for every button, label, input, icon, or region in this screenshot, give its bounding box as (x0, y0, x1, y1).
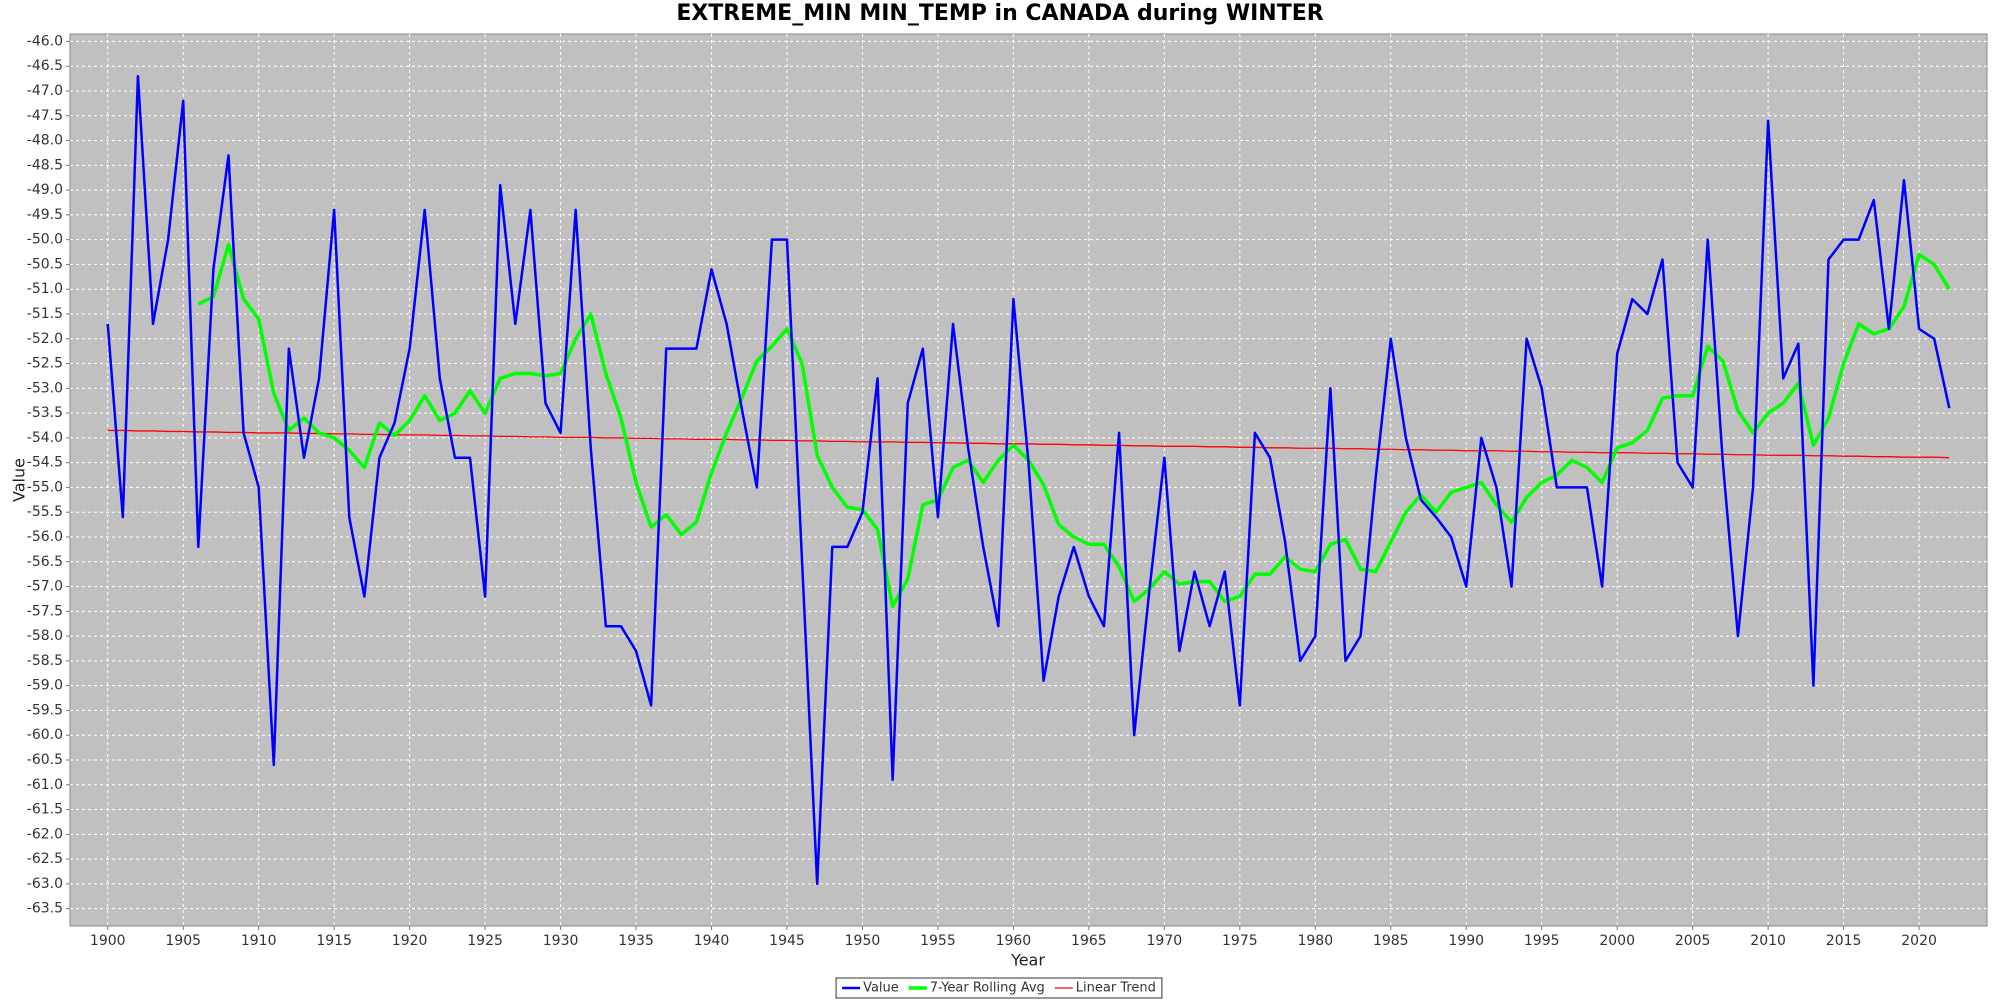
y-tick-label: -51.5 (27, 306, 63, 322)
x-tick-label: 2010 (1750, 933, 1786, 949)
y-tick-label: -58.0 (27, 628, 63, 644)
x-tick-label: 1905 (165, 933, 201, 949)
x-tick-label: 1970 (1147, 933, 1183, 949)
y-tick-label: -53.5 (27, 405, 63, 421)
y-tick-label: -51.0 (27, 281, 63, 297)
y-tick-label: -63.5 (27, 901, 63, 917)
legend-label: Linear Trend (1076, 981, 1156, 996)
y-tick-label: -57.5 (27, 603, 63, 619)
y-tick-label: -62.0 (27, 826, 63, 842)
x-tick-label: 1965 (1071, 933, 1107, 949)
x-tick-label: 1975 (1222, 933, 1258, 949)
x-tick-label: 1920 (392, 933, 428, 949)
y-tick-label: -57.0 (27, 579, 63, 595)
x-tick-label: 1995 (1524, 933, 1560, 949)
y-tick-label: -52.5 (27, 356, 63, 372)
y-tick-label: -54.5 (27, 455, 63, 471)
y-tick-label: -55.5 (27, 504, 63, 520)
x-tick-label: 1985 (1373, 933, 1409, 949)
y-tick-label: -47.0 (27, 83, 63, 99)
y-tick-label: -62.5 (27, 851, 63, 867)
legend-label: 7-Year Rolling Avg (930, 981, 1045, 996)
x-tick-label: 1950 (845, 933, 881, 949)
y-tick-label: -59.0 (27, 678, 63, 694)
chart-title: EXTREME_MIN MIN_TEMP in CANADA during WI… (676, 1, 1323, 26)
x-tick-label: 1940 (694, 933, 730, 949)
x-tick-label: 1930 (543, 933, 579, 949)
y-tick-label: -56.5 (27, 554, 63, 570)
x-tick-label: 1900 (90, 933, 126, 949)
x-tick-label: 1980 (1297, 933, 1333, 949)
y-tick-label: -61.5 (27, 802, 63, 818)
y-tick-label: -52.0 (27, 331, 63, 347)
series-line (106, 74, 1951, 886)
legend: Value 7-Year Rolling Avg Linear Trend (835, 977, 1163, 999)
y-tick-label: -60.5 (27, 752, 63, 768)
y-tick-label: -58.5 (27, 653, 63, 669)
x-tick-label: 1945 (769, 933, 805, 949)
x-tick-label: 2005 (1675, 933, 1711, 949)
y-tick-label: -59.5 (27, 702, 63, 718)
y-tick-label: -60.0 (27, 727, 63, 743)
legend-box (835, 977, 1163, 999)
x-tick-label: 1935 (618, 933, 654, 949)
x-tick-label: 2015 (1826, 933, 1862, 949)
x-tick-label: 1990 (1448, 933, 1484, 949)
x-tick-label: 1960 (996, 933, 1032, 949)
y-tick-label: -61.0 (27, 777, 63, 793)
y-axis-title: Value (10, 458, 29, 502)
x-tick-label: 2000 (1599, 933, 1635, 949)
series-line (197, 242, 1951, 609)
y-tick-label: -63.0 (27, 876, 63, 892)
x-axis-title: Year (1010, 951, 1045, 970)
y-tick-label: -49.0 (27, 182, 63, 198)
x-tick-label: 1915 (316, 933, 352, 949)
y-tick-label: -53.0 (27, 380, 63, 396)
x-tick-label: 2020 (1901, 933, 1937, 949)
legend-label: Value (863, 981, 899, 996)
y-tick-label: -56.0 (27, 529, 63, 545)
y-tick-label: -50.5 (27, 256, 63, 272)
y-tick-label: -48.5 (27, 157, 63, 173)
y-tick-label: -48.0 (27, 133, 63, 149)
y-tick-label: -55.0 (27, 479, 63, 495)
series-line (107, 429, 1950, 459)
y-tick-label: -50.0 (27, 232, 63, 248)
y-tick-label: -46.0 (27, 33, 63, 49)
y-tick-label: -47.5 (27, 108, 63, 124)
x-tick-label: 1925 (467, 933, 503, 949)
y-tick-label: -46.5 (27, 58, 63, 74)
x-tick-label: 1910 (241, 933, 277, 949)
x-tick-label: 1955 (920, 933, 956, 949)
y-tick-label: -49.5 (27, 207, 63, 223)
y-tick-label: -54.0 (27, 430, 63, 446)
